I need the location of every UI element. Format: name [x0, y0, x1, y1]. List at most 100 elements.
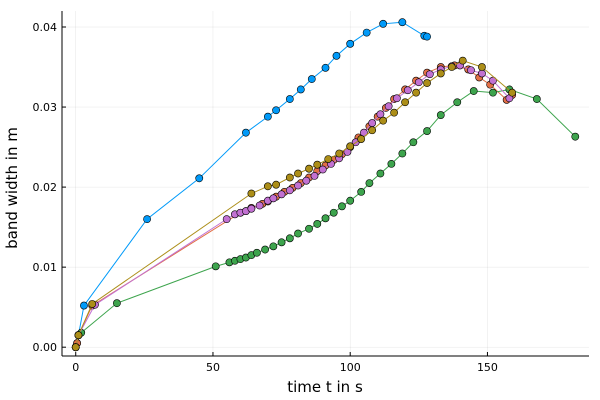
data-point: [324, 155, 333, 163]
data-point: [423, 32, 431, 41]
data-point: [401, 98, 409, 107]
data-point: [321, 214, 330, 223]
tick-labels: 0 50 100 150 0.00 0.01 0.02 0.03 0.04: [33, 21, 498, 374]
data-point: [305, 164, 313, 173]
data-point: [478, 63, 486, 71]
y-tick-label: 0.02: [33, 181, 58, 194]
data-point: [392, 94, 401, 103]
data-point: [329, 208, 338, 217]
data-point: [263, 112, 272, 121]
data-point: [423, 127, 431, 135]
data-point: [318, 165, 327, 174]
data-point: [571, 132, 580, 141]
series-3: [71, 85, 580, 352]
data-point: [357, 135, 366, 143]
data-point: [255, 201, 264, 210]
data-point: [310, 171, 319, 180]
data-point: [285, 95, 294, 103]
series-4: [71, 61, 514, 352]
x-tick-label: 50: [206, 361, 220, 374]
data-point: [277, 190, 286, 199]
data-point: [261, 245, 270, 254]
data-point: [294, 181, 302, 190]
data-point: [247, 204, 256, 213]
data-point: [252, 248, 261, 257]
data-point: [403, 86, 412, 95]
data-point: [302, 176, 311, 185]
data-point: [447, 63, 456, 71]
data-point: [305, 224, 313, 233]
y-tick-label: 0.01: [33, 261, 58, 274]
data-point: [346, 39, 355, 48]
x-tick-label: 0: [72, 361, 79, 374]
data-point: [365, 179, 374, 187]
data-point: [436, 111, 445, 119]
data-point: [376, 110, 385, 119]
data-point: [489, 88, 497, 97]
data-point: [362, 28, 371, 37]
data-point: [211, 262, 220, 271]
y-axis-title: band width in m: [3, 127, 21, 249]
data-point: [425, 70, 434, 79]
data-point: [313, 160, 322, 169]
data-point: [296, 85, 305, 94]
data-point: [469, 87, 478, 95]
series-layer: [71, 18, 580, 352]
data-point: [379, 116, 388, 125]
data-point: [338, 202, 346, 211]
data-point: [409, 138, 418, 147]
data-point: [294, 229, 302, 238]
data-point: [269, 194, 278, 203]
data-point: [379, 19, 388, 28]
data-point: [143, 215, 151, 224]
data-point: [272, 180, 280, 189]
data-point: [384, 102, 393, 111]
data-point: [285, 234, 294, 243]
axes: [61, 11, 589, 357]
data-point: [277, 238, 286, 247]
data-point: [368, 126, 377, 135]
x-axis-title: time t in s: [287, 378, 363, 396]
data-point: [414, 78, 423, 87]
data-point: [285, 173, 294, 182]
data-point: [294, 169, 302, 178]
grid: [62, 11, 589, 356]
data-point: [247, 189, 256, 198]
data-point: [357, 187, 366, 196]
data-point: [113, 299, 121, 308]
y-tick-label: 0.03: [33, 101, 58, 114]
data-point: [195, 174, 204, 183]
data-point: [390, 108, 399, 117]
data-point: [335, 149, 344, 158]
y-tick-label: 0.04: [33, 21, 58, 34]
data-point: [376, 169, 385, 178]
data-point: [241, 128, 250, 137]
data-point: [269, 242, 278, 251]
data-point: [88, 300, 97, 308]
data-point: [272, 106, 280, 115]
data-point: [313, 220, 322, 228]
data-point: [458, 56, 467, 65]
data-point: [321, 63, 330, 72]
data-point: [436, 69, 445, 78]
data-point: [332, 51, 341, 60]
data-point: [71, 343, 80, 352]
data-point: [285, 186, 294, 195]
data-point: [423, 79, 431, 87]
data-point: [532, 95, 541, 103]
data-point: [368, 119, 377, 127]
data-point: [489, 76, 497, 85]
x-tick-label: 150: [477, 361, 498, 374]
data-point: [346, 142, 355, 151]
data-point: [398, 149, 407, 158]
data-point: [398, 18, 407, 27]
data-point: [346, 196, 355, 205]
data-point: [74, 331, 83, 340]
data-point: [387, 159, 396, 168]
data-point: [453, 98, 462, 107]
data-point: [412, 88, 420, 97]
series-5: [71, 56, 517, 352]
data-point: [80, 301, 88, 310]
